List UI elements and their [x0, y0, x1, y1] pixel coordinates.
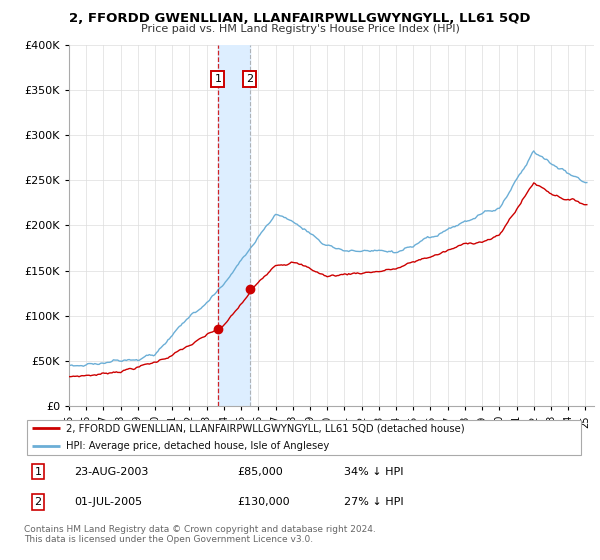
Text: £130,000: £130,000 [237, 497, 290, 507]
Text: Contains HM Land Registry data © Crown copyright and database right 2024.
This d: Contains HM Land Registry data © Crown c… [24, 525, 376, 544]
Text: 27% ↓ HPI: 27% ↓ HPI [344, 497, 403, 507]
FancyBboxPatch shape [27, 420, 581, 455]
Text: 1: 1 [214, 74, 221, 84]
Bar [218, 45, 250, 406]
Text: HPI: Average price, detached house, Isle of Anglesey: HPI: Average price, detached house, Isle… [66, 441, 329, 451]
Text: 34% ↓ HPI: 34% ↓ HPI [344, 466, 403, 477]
Text: 2: 2 [34, 497, 41, 507]
Text: £85,000: £85,000 [237, 466, 283, 477]
Text: 2: 2 [246, 74, 253, 84]
Text: 2, FFORDD GWENLLIAN, LLANFAIRPWLLGWYNGYLL, LL61 5QD (detached house): 2, FFORDD GWENLLIAN, LLANFAIRPWLLGWYNGYL… [66, 423, 465, 433]
Text: 23-AUG-2003: 23-AUG-2003 [74, 466, 149, 477]
Text: 1: 1 [35, 466, 41, 477]
Text: 01-JUL-2005: 01-JUL-2005 [74, 497, 143, 507]
Text: 2, FFORDD GWENLLIAN, LLANFAIRPWLLGWYNGYLL, LL61 5QD: 2, FFORDD GWENLLIAN, LLANFAIRPWLLGWYNGYL… [69, 12, 531, 25]
Text: Price paid vs. HM Land Registry's House Price Index (HPI): Price paid vs. HM Land Registry's House … [140, 24, 460, 34]
